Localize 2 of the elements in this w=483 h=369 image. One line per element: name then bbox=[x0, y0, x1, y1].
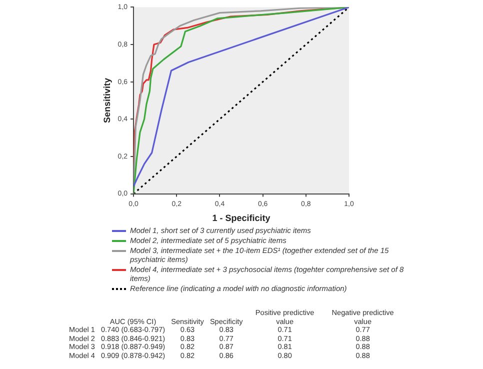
y-axis-title: Sensitivity bbox=[102, 78, 112, 124]
x-axis-title: 1 - Specificity bbox=[212, 213, 270, 224]
